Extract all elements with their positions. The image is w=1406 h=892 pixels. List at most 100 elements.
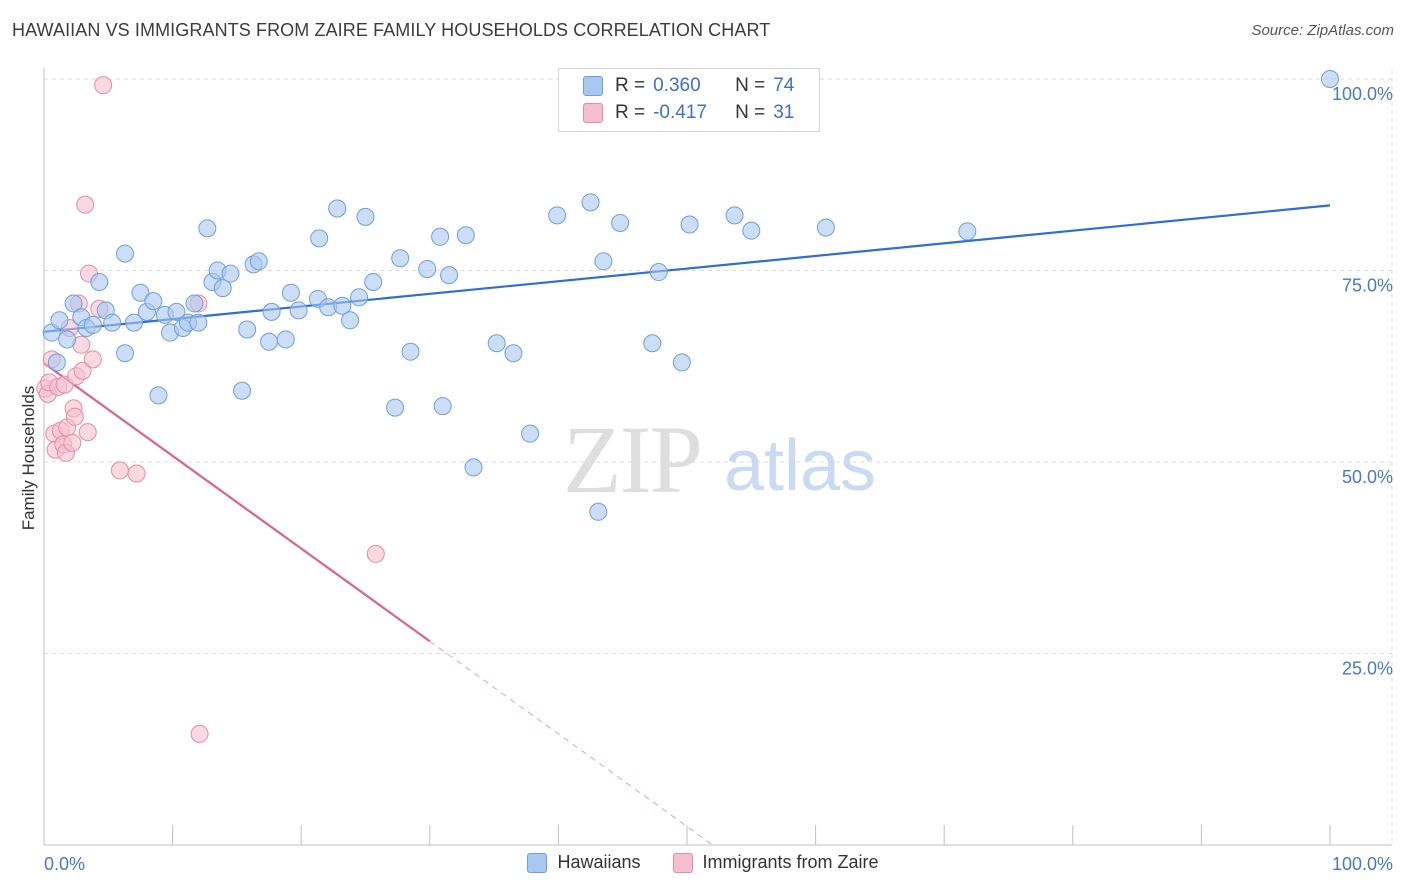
zaire-point: [110, 461, 129, 480]
zaire-legend-swatch: [672, 852, 693, 873]
hawaiian-point: [310, 229, 329, 248]
hawaiian-point: [589, 502, 608, 521]
x-tick-label: 100.0%: [1332, 854, 1393, 874]
hawaiian-point: [238, 320, 257, 339]
zaire-trendline-extension: [429, 640, 714, 846]
x-tick-label: 0.0%: [44, 854, 85, 874]
hawaiian-point: [680, 215, 699, 234]
hawaiian-point: [548, 206, 567, 225]
zaire-point: [94, 76, 113, 95]
n-value: 74: [773, 75, 795, 96]
hawaiian-point: [401, 342, 420, 361]
zaire-point: [190, 724, 209, 743]
stats-legend: R = 0.360 N = 74 R = -0.417 N = 31: [558, 68, 820, 132]
hawaiian-point: [58, 330, 77, 349]
hawaiian-point: [958, 222, 977, 241]
legend-item-hawaiians[interactable]: Hawaiians: [527, 852, 641, 873]
zaire-point: [78, 423, 97, 442]
hawaiians-legend-swatch: [527, 852, 548, 873]
hawaiian-point: [144, 292, 163, 311]
hawaiian-point: [418, 259, 437, 278]
r-label: R =: [615, 75, 646, 96]
hawaiian-point: [125, 313, 144, 332]
legend-label-hawaiians: Hawaiians: [557, 852, 641, 872]
hawaiian-point: [262, 302, 281, 321]
hawaiian-point: [167, 302, 186, 321]
trend-lines: [43, 204, 1331, 846]
hawaiian-point: [249, 252, 268, 271]
hawaiian-point: [643, 334, 662, 353]
zaire-point: [83, 350, 102, 369]
hawaiian-point: [213, 279, 232, 298]
y-tick-label: 100.0%: [1332, 84, 1393, 104]
hawaiian-point: [276, 330, 295, 349]
hawaiian-point: [816, 218, 835, 237]
hawaiian-point: [611, 214, 630, 233]
chart-title: HAWAIIAN VS IMMIGRANTS FROM ZAIRE FAMILY…: [12, 20, 771, 40]
hawaiian-point: [581, 193, 600, 212]
n-label: N =: [735, 75, 766, 96]
axes: [43, 68, 1392, 846]
n-value: 31: [773, 102, 795, 123]
hawaiians-swatch: [583, 76, 603, 96]
hawaiian-point: [440, 266, 459, 285]
hawaiian-point: [350, 288, 369, 307]
n-label: N =: [735, 102, 766, 123]
hawaiian-point: [149, 386, 168, 405]
y-tick-label: 50.0%: [1342, 467, 1393, 487]
hawaiian-point: [83, 315, 102, 334]
y-tick-label: 75.0%: [1342, 276, 1393, 296]
hawaiian-point: [487, 334, 506, 353]
tick-labels: 25.0% 50.0% 75.0% 100.0% 0.0% 100.0%: [44, 84, 1393, 874]
hawaiian-point: [649, 263, 668, 282]
y-axis-title: Family Households: [19, 386, 38, 531]
zaire-point: [76, 195, 95, 214]
hawaiian-point: [386, 398, 405, 417]
hawaiian-point: [364, 272, 383, 291]
stats-row-hawaiians: R = 0.360 N = 74: [583, 74, 794, 98]
hawaiian-point: [198, 219, 217, 238]
hawaiian-point: [521, 424, 540, 443]
watermark-atlas: atlas: [724, 426, 876, 506]
hawaiian-point: [103, 313, 122, 332]
hawaiian-point: [328, 199, 347, 218]
stats-row-zaire: R = -0.417 N = 31: [583, 101, 794, 125]
hawaiian-point: [189, 313, 208, 332]
hawaiian-point: [594, 252, 613, 271]
hawaiian-point: [64, 294, 83, 313]
zaire-point: [127, 464, 146, 483]
y-tick-label: 25.0%: [1342, 659, 1393, 679]
grid-lines: [44, 70, 1393, 845]
source-label: Source: ZipAtlas.com: [1251, 22, 1394, 39]
zaire-point: [73, 361, 92, 380]
hawaiian-point: [185, 294, 204, 313]
hawaiian-point: [260, 332, 279, 351]
hawaiian-point: [289, 301, 308, 320]
r-value: 0.360: [653, 75, 701, 96]
zaire-point: [366, 544, 385, 563]
hawaiians-trendline: [43, 204, 1331, 333]
legend-label-zaire: Immigrants from Zaire: [702, 852, 879, 872]
hawaiian-point: [116, 344, 135, 363]
hawaiian-point: [341, 311, 360, 330]
hawaiian-point: [456, 226, 475, 245]
r-value: -0.417: [653, 102, 707, 123]
watermark-zip: ZIP: [563, 406, 701, 513]
hawaiian-point: [233, 381, 252, 400]
hawaiian-point: [504, 344, 523, 363]
hawaiian-point: [116, 244, 135, 263]
hawaiian-point: [50, 311, 69, 330]
legend-item-zaire[interactable]: Immigrants from Zaire: [672, 852, 879, 873]
hawaiian-point: [356, 207, 375, 226]
hawaiian-point: [725, 206, 744, 225]
watermark: ZIP atlas: [563, 406, 876, 513]
zaire-point: [65, 407, 84, 426]
hawaiian-point: [131, 283, 150, 302]
hawaiian-point: [333, 296, 352, 315]
hawaiian-point: [433, 397, 452, 416]
hawaiian-point: [1321, 70, 1339, 88]
zaire-trendline: [43, 362, 431, 643]
hawaiian-point: [221, 264, 240, 283]
hawaiian-point: [464, 458, 483, 477]
